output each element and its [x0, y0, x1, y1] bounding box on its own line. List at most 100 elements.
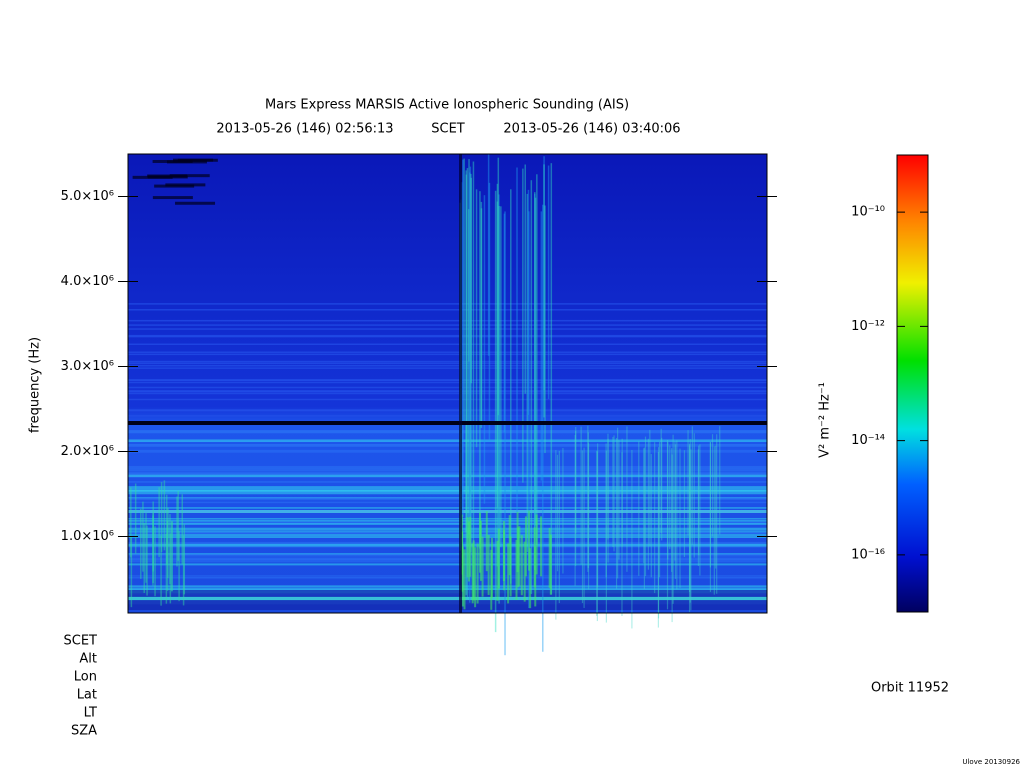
stripe: [128, 597, 767, 600]
streak: [494, 190, 497, 633]
streak: [562, 448, 564, 574]
stripe: [128, 486, 767, 490]
stripe: [128, 365, 767, 367]
streak: [510, 189, 512, 584]
stripe: [128, 362, 767, 365]
streak: [607, 438, 609, 563]
streak: [169, 533, 172, 604]
streak: [687, 430, 689, 536]
streak: [580, 426, 582, 565]
streak: [522, 168, 524, 483]
streak: [518, 526, 521, 587]
dark-spot: [132, 175, 173, 179]
stripe: [128, 533, 767, 537]
streak: [526, 193, 529, 553]
stripe: [128, 430, 767, 433]
y-axis-label: frequency (Hz): [28, 337, 43, 433]
streak: [688, 443, 691, 613]
y-tick-label: 3.0×10⁶: [61, 359, 114, 374]
stripe: [128, 335, 767, 338]
streak: [671, 454, 673, 623]
streak: [152, 501, 154, 572]
streak: [688, 445, 691, 593]
streak: [690, 449, 692, 611]
streak: [550, 163, 553, 595]
streak: [183, 524, 186, 595]
streak: [528, 510, 531, 571]
stripe: [128, 553, 767, 557]
stripe: [128, 507, 767, 509]
streak: [549, 534, 552, 595]
streak: [470, 173, 472, 553]
streak: [556, 454, 559, 572]
streak: [693, 433, 695, 558]
streak: [644, 436, 647, 577]
streak: [617, 427, 619, 579]
stripe: [128, 390, 767, 392]
streak: [496, 183, 499, 508]
streak: [488, 182, 491, 440]
streak: [466, 168, 469, 600]
streak: [711, 434, 714, 537]
streak: [515, 539, 518, 600]
stripe: [128, 519, 767, 522]
streak: [676, 440, 678, 590]
dark-spot: [169, 174, 210, 178]
streak: [697, 449, 700, 566]
streak: [462, 159, 464, 517]
stripe: [128, 558, 767, 561]
streak: [547, 165, 550, 399]
streak: [507, 543, 510, 604]
dark-spot: [152, 196, 193, 200]
streak: [540, 516, 543, 577]
streak: [470, 177, 473, 384]
streak: [467, 209, 470, 535]
streak: [605, 450, 607, 623]
streak: [461, 546, 464, 607]
streak: [543, 156, 545, 391]
stripe: [128, 467, 767, 471]
dark-line: [459, 154, 462, 613]
stripe: [128, 328, 767, 330]
stripe: [128, 575, 767, 577]
streak: [626, 426, 628, 572]
y-tick-label: 5.0×10⁶: [61, 189, 114, 204]
streak: [587, 425, 589, 572]
stripe: [128, 303, 767, 305]
stripe: [128, 439, 767, 442]
streak: [497, 157, 500, 416]
stripe: [128, 510, 767, 513]
streak: [480, 208, 483, 422]
streak: [631, 449, 633, 629]
row-label: Lon: [74, 670, 97, 685]
streak: [558, 450, 560, 604]
stripe: [128, 541, 767, 545]
streak: [177, 490, 179, 561]
stripe: [128, 543, 767, 547]
streak: [647, 438, 650, 570]
streak: [487, 534, 490, 595]
streak: [661, 437, 663, 541]
streak: [479, 191, 481, 549]
streak: [660, 428, 662, 533]
streak: [654, 442, 656, 594]
streak: [719, 426, 721, 535]
streak: [716, 434, 718, 594]
streak: [463, 549, 466, 610]
streak: [165, 533, 168, 604]
streak: [469, 166, 472, 518]
stripe: [128, 465, 767, 469]
stripe: [128, 415, 767, 417]
stripe: [128, 343, 767, 345]
streak: [534, 193, 536, 537]
streak: [657, 451, 659, 628]
streak: [540, 211, 543, 481]
streak: [615, 437, 618, 589]
streak: [575, 431, 577, 567]
stripe: [128, 381, 767, 384]
streak: [669, 445, 671, 550]
streak: [555, 450, 557, 620]
streak: [643, 447, 646, 589]
stripe: [128, 587, 767, 590]
stripe: [128, 367, 767, 369]
